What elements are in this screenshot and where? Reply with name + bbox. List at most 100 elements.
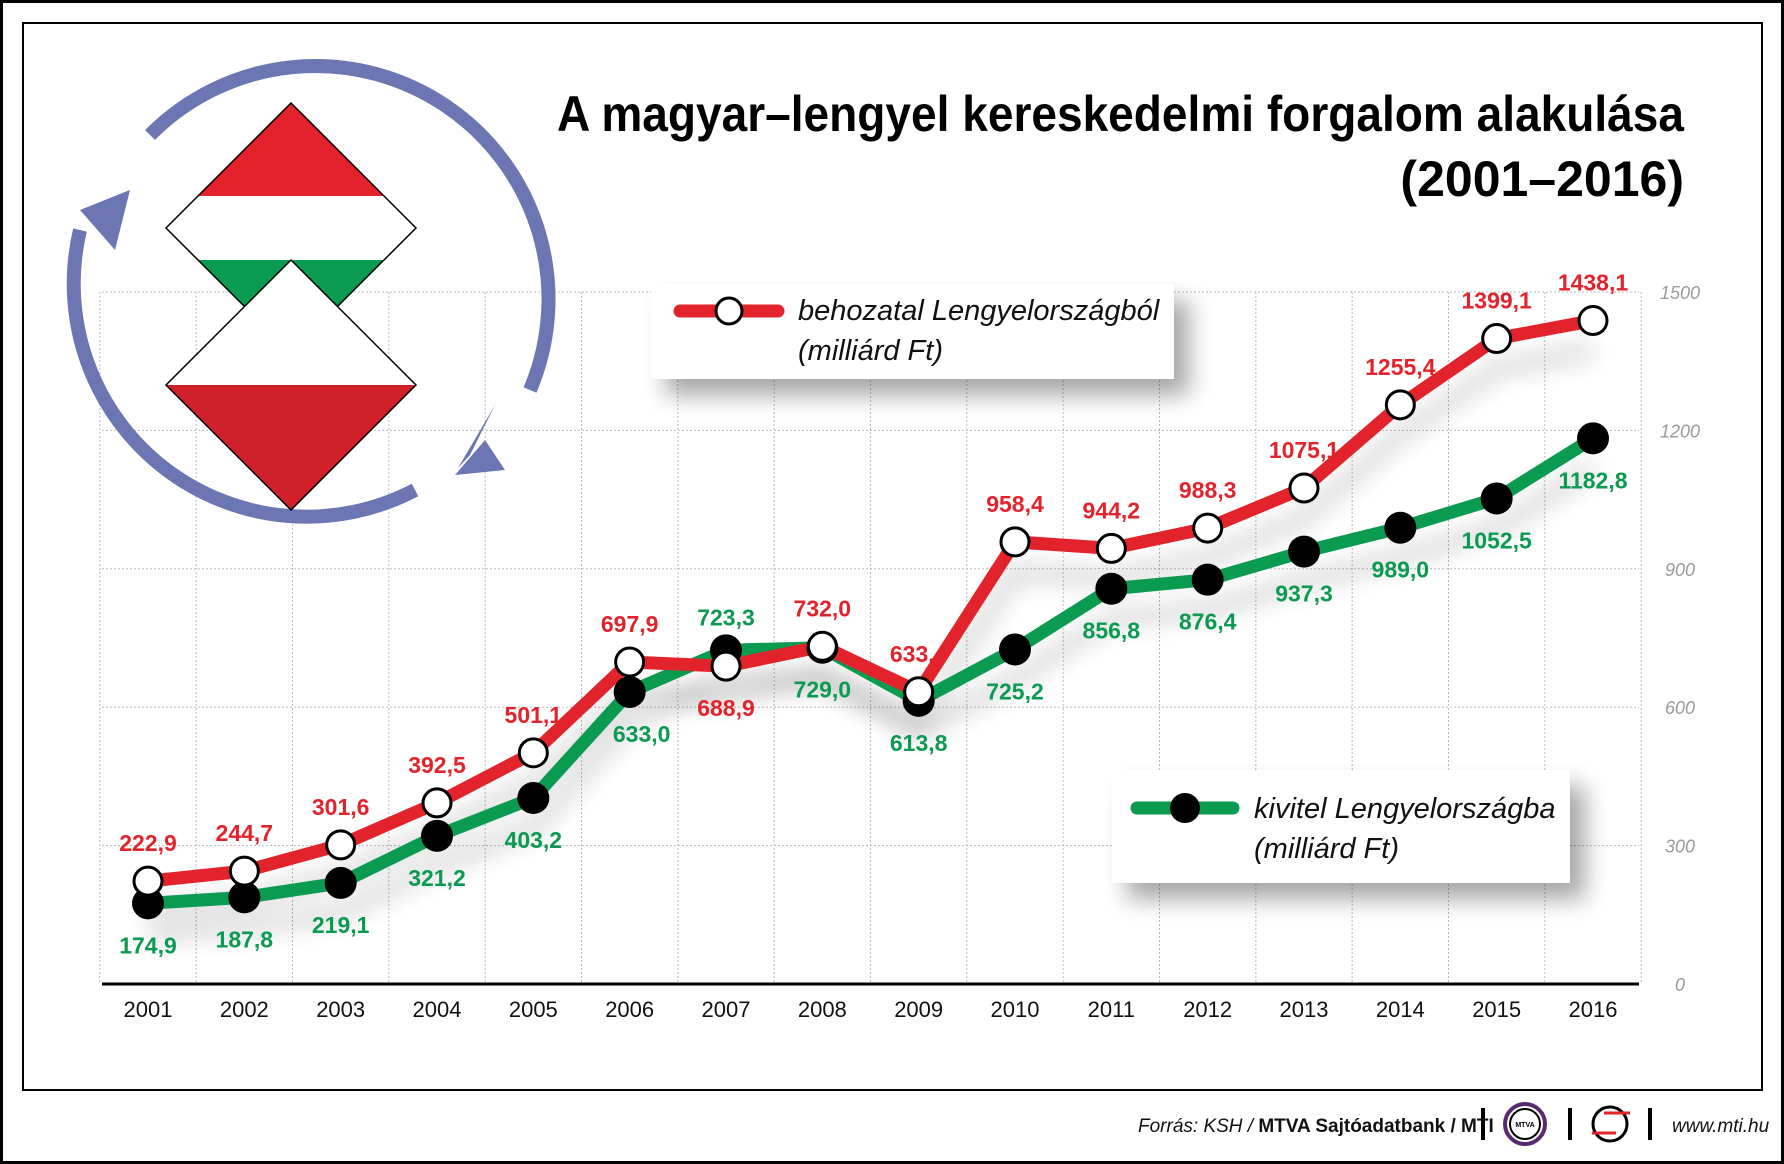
import-point [517, 737, 549, 769]
x-tick-label: 2004 [413, 997, 462, 1022]
y-tick-label: 600 [1665, 698, 1695, 718]
export-data-label: 856,8 [1083, 618, 1141, 644]
import-point [325, 829, 357, 861]
export-data-label: 321,2 [408, 865, 466, 891]
export-data-label: 219,1 [312, 912, 370, 938]
export-data-label: 403,2 [505, 827, 563, 853]
legend-import-unit: (milliárd Ft) [798, 335, 943, 367]
export-point [1384, 511, 1417, 544]
x-tick-label: 2006 [605, 997, 654, 1022]
import-data-label: 501,1 [505, 702, 563, 728]
export-data-label: 1052,5 [1461, 527, 1532, 553]
export-point [1095, 572, 1128, 605]
legend-export: kivitel Lengyelországba (milliárd Ft) [1112, 770, 1585, 899]
export-point [999, 633, 1031, 666]
x-tick-label: 2015 [1472, 997, 1521, 1022]
y-tick-label: 1500 [1660, 283, 1700, 303]
export-data-label: 187,8 [216, 926, 274, 952]
legend-filled-circle-marker [1170, 793, 1200, 823]
chart-title: A magyar–lengyel kereskedelmi forgalom a… [557, 86, 1685, 142]
x-tick-label: 2002 [220, 997, 269, 1022]
import-point [710, 650, 742, 682]
import-point [1577, 305, 1609, 337]
x-tick-label: 2012 [1183, 997, 1232, 1022]
series-shadow [147, 462, 1597, 941]
arrow-arc-top [145, 59, 556, 393]
import-data-label: 1255,4 [1365, 354, 1436, 380]
export-data-label: 989,0 [1372, 557, 1430, 583]
x-tick-label: 2003 [316, 997, 365, 1022]
legend-import: behozatal Lengyelországból (milliárd Ft) [651, 284, 1189, 395]
mti-logo [1591, 1105, 1630, 1143]
import-data-label: 222,9 [119, 830, 177, 856]
x-tick-label: 2005 [509, 997, 558, 1022]
import-point [614, 646, 646, 678]
import-point [228, 855, 260, 887]
plot-area: 222,9 244,7 301,6 392,5 501,1 697,9 688,9 732,0… [119, 270, 1628, 959]
import-data-label: 392,5 [408, 752, 466, 778]
export-data-label: 1182,8 [1558, 467, 1627, 493]
import-point [1384, 389, 1416, 421]
export-data-label: 174,9 [119, 932, 177, 958]
export-point [1480, 482, 1513, 515]
export-point [613, 675, 646, 708]
x-tick-label: 2010 [991, 997, 1040, 1022]
import-data-label: 1399,1 [1461, 288, 1532, 314]
import-data-label: 1075,1 [1269, 437, 1340, 463]
chart-frame [22, 22, 1763, 1091]
y-tick-label: 900 [1665, 560, 1695, 580]
export-data-label: 937,3 [1275, 581, 1333, 607]
import-point [1095, 532, 1127, 564]
x-tick-label: 2013 [1280, 997, 1329, 1022]
source-text: Forrás: KSH / MTVA Sajtóadatbank / MTI [1138, 1116, 1494, 1137]
import-data-label: 688,9 [697, 695, 755, 721]
import-data-label: 1438,1 [1558, 270, 1629, 296]
legend-open-circle-marker [714, 296, 744, 326]
import-point [1288, 472, 1320, 504]
import-point [132, 865, 164, 897]
mtva-logo-text: MTVA [1515, 1122, 1534, 1129]
import-data-label: 244,7 [216, 820, 274, 846]
export-data-label: 723,3 [697, 604, 755, 630]
footer: Forrás: KSH / MTVA Sajtóadatbank / MTI M… [1138, 1102, 1770, 1146]
x-tick-label: 2016 [1569, 997, 1618, 1022]
import-data-label: 697,9 [601, 611, 659, 637]
import-data-label: 958,4 [986, 491, 1044, 517]
export-point [1191, 563, 1224, 596]
x-tick-label: 2008 [798, 997, 847, 1022]
export-data-label: 613,8 [890, 730, 948, 756]
x-tick-label: 2009 [894, 997, 943, 1022]
export-point [1577, 422, 1609, 455]
website-url: www.mti.hu [1672, 1116, 1770, 1137]
mtva-logo [1503, 1102, 1547, 1146]
import-point [1192, 512, 1224, 544]
export-point [517, 781, 550, 814]
export-point [132, 887, 164, 920]
import-data-label: 732,0 [794, 595, 852, 621]
legend-import-label: behozatal Lengyelországból [798, 295, 1161, 327]
y-tick-label: 0 [1675, 975, 1685, 995]
export-data-label: 725,2 [986, 678, 1044, 704]
import-data-label: 988,3 [1179, 477, 1237, 503]
source-prefix: Forrás: KSH / [1138, 1116, 1258, 1137]
export-data-label: 876,4 [1179, 609, 1237, 635]
x-tick-label: 2014 [1376, 997, 1425, 1022]
arrow-arc-bottom [66, 228, 419, 524]
import-point [903, 676, 935, 708]
series-line-import [147, 314, 1595, 888]
import-point [421, 787, 453, 819]
poland-flag-diamond [164, 258, 418, 512]
x-tick-label: 2011 [1088, 997, 1135, 1022]
hungary-poland-exchange-logo [66, 59, 556, 524]
export-point [228, 881, 261, 914]
import-point [1481, 323, 1513, 355]
chart-subtitle: (2001–2016) [1400, 151, 1684, 207]
import-point [806, 630, 838, 662]
import-data-label: 301,6 [312, 794, 370, 820]
x-tick-label: 2007 [702, 997, 751, 1022]
y-tick-label: 300 [1665, 837, 1695, 857]
import-data-label: 944,2 [1083, 497, 1141, 523]
legend-export-label: kivitel Lengyelországba [1254, 793, 1555, 825]
export-point [324, 866, 357, 899]
